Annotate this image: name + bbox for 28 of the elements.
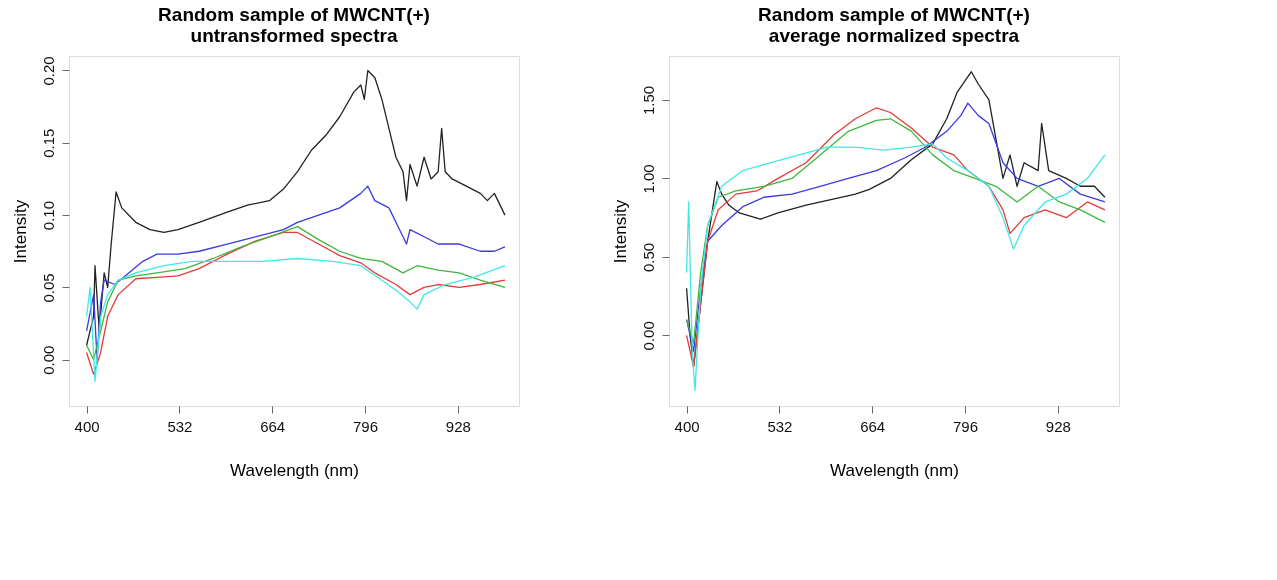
y-tick-label: 0.00	[639, 321, 657, 351]
x-axis-title: Wavelength (nm)	[230, 460, 359, 480]
y-tick-label: 0.50	[639, 242, 657, 272]
x-tick-label: 796	[353, 417, 379, 435]
y-tick-label: 1.50	[639, 85, 657, 116]
x-tick-label: 532	[767, 417, 793, 435]
x-tick-label: 532	[167, 417, 193, 435]
x-tick-label: 400	[674, 417, 700, 435]
chart-title: Random sample of MWCNT(+) average normalized spectra	[758, 4, 1030, 46]
x-tick-label: 400	[74, 417, 100, 435]
y-tick-label: 0.15	[39, 128, 57, 158]
x-tick-label: 664	[860, 417, 886, 435]
chart-title: Random sample of MWCNT(+) untransformed spectra	[158, 3, 430, 46]
y-tick-label: 0.20	[39, 56, 57, 86]
line-series	[85, 69, 506, 346]
line-series	[685, 143, 1106, 391]
y-tick-label: 1.00	[639, 164, 657, 194]
x-tick-label: 928	[445, 417, 471, 435]
y-tick-label: 0.00	[39, 345, 57, 375]
y-tick-label: 0.05	[39, 273, 57, 303]
line-series	[85, 257, 506, 383]
y-axis-title: Intensity	[10, 199, 30, 264]
x-tick-label: 796	[953, 417, 979, 435]
x-tick-label: 664	[260, 417, 286, 435]
x-axis-title: Wavelength (nm)	[830, 460, 959, 480]
y-tick-label: 0.10	[39, 200, 57, 231]
x-tick-label: 928	[1045, 417, 1071, 435]
y-axis-title: Intensity	[610, 199, 630, 264]
